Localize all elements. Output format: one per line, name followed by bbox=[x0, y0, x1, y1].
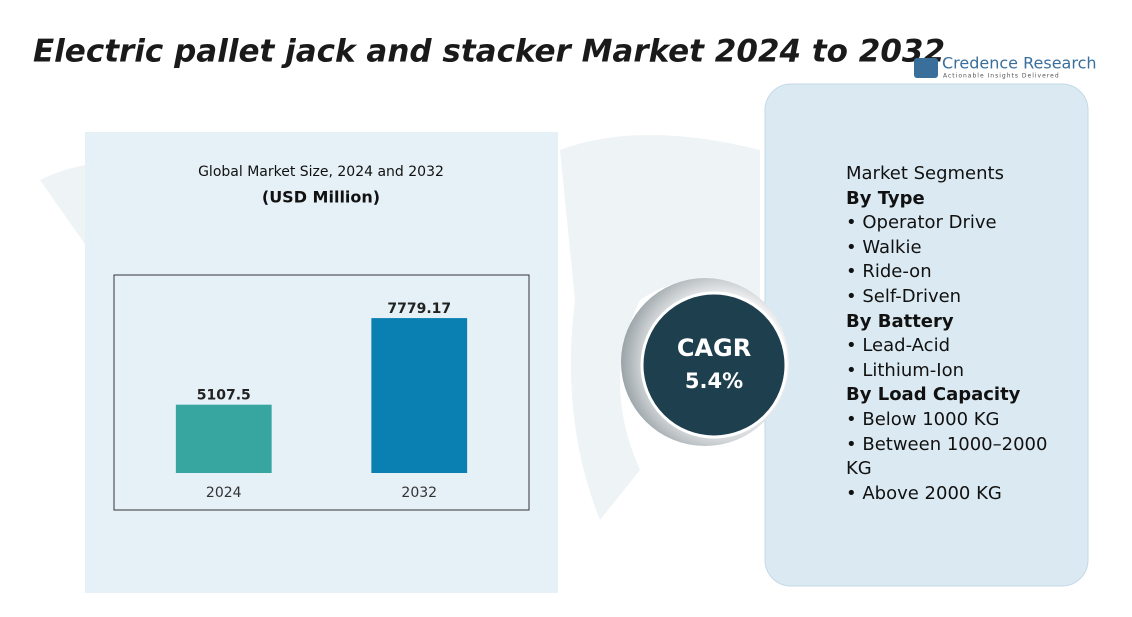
tagline: Actionable Insights Delivered bbox=[943, 73, 1060, 80]
segment-item: Lithium-Ion bbox=[846, 359, 1071, 384]
chart-panel bbox=[85, 132, 558, 593]
segment-item: Self-Driven bbox=[846, 285, 1071, 310]
chart-title: Global Market Size, 2024 and 2032 bbox=[198, 164, 444, 180]
segment-heading: By Type bbox=[846, 187, 925, 209]
segment-item: Between 1000–2000 KG bbox=[846, 433, 1071, 482]
brand: Credence Research bbox=[942, 54, 1097, 73]
cagr-label: CAGR bbox=[677, 334, 751, 362]
cagr-value: 5.4% bbox=[685, 369, 743, 393]
plot-frame bbox=[113, 274, 530, 511]
segment-item: Operator Drive bbox=[846, 211, 1071, 236]
segment-item: Ride-on bbox=[846, 260, 1071, 285]
x-tick-label: 2032 bbox=[401, 485, 437, 501]
segments-title: Market Segments bbox=[846, 163, 1004, 184]
bar bbox=[371, 318, 468, 473]
segment-item: Walkie bbox=[846, 236, 1071, 261]
segment-heading: By Load Capacity bbox=[846, 384, 1021, 406]
value-label: 7779.17 bbox=[387, 301, 451, 317]
bar bbox=[175, 404, 272, 473]
x-tick-label: 2024 bbox=[206, 485, 242, 501]
segment-item: Above 2000 KG bbox=[846, 482, 1071, 507]
logo-icon bbox=[914, 58, 938, 78]
value-label: 5107.5 bbox=[197, 388, 251, 404]
segments: Market Segments By TypeOperator DriveWalk… bbox=[846, 162, 1071, 506]
segment-heading: By Battery bbox=[846, 310, 954, 332]
cagr-circle bbox=[640, 291, 788, 439]
page-title: Electric pallet jack and stacker Market … bbox=[33, 34, 945, 70]
segment-item: Below 1000 KG bbox=[846, 408, 1071, 433]
chart-subtitle: (USD Million) bbox=[262, 188, 380, 207]
segment-item: Lead-Acid bbox=[846, 334, 1071, 359]
